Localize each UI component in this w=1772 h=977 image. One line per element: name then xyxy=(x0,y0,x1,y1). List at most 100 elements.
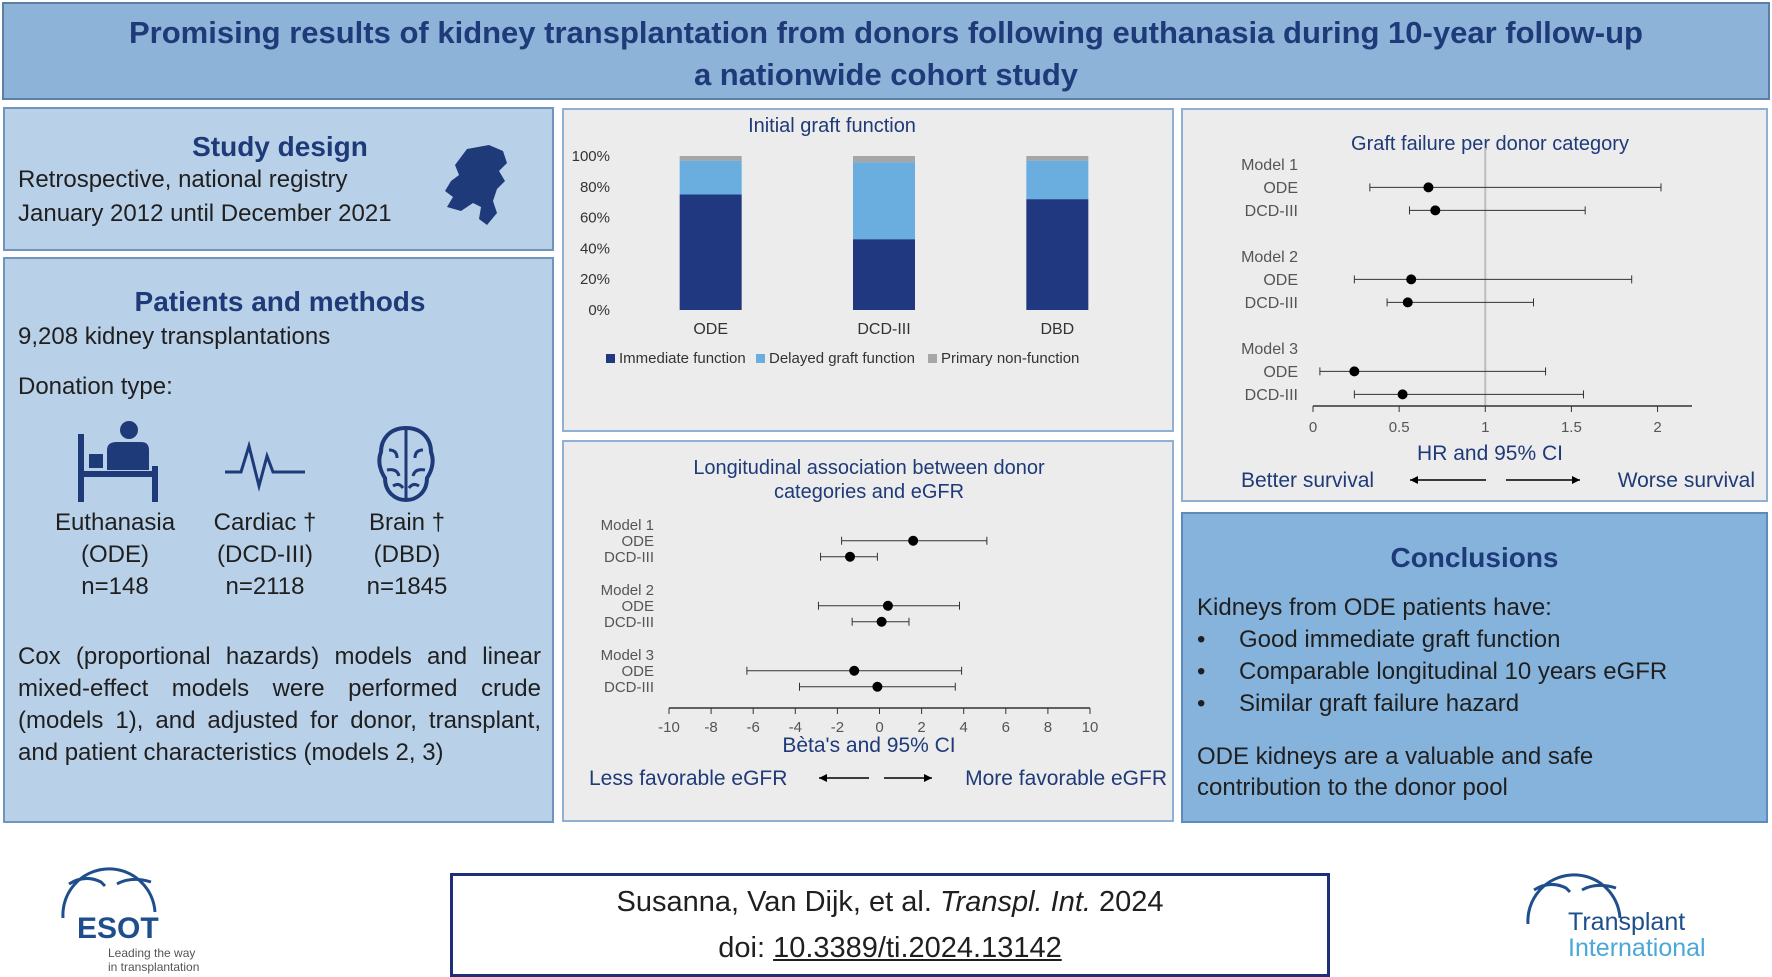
model-label: Model 3 xyxy=(601,647,654,664)
patients-methods-panel: Patients and methods 9,208 kidney transp… xyxy=(3,257,554,823)
direction-left-label: Better survival xyxy=(1241,469,1374,492)
point-estimate xyxy=(1406,274,1417,285)
y-tick-label: 100% xyxy=(572,148,610,165)
esot-tagline-1: Leading the way xyxy=(108,946,196,960)
bar-segment-primary-non-function xyxy=(679,156,742,161)
point-estimate xyxy=(1402,297,1413,308)
donor-name: Cardiac † xyxy=(213,509,317,536)
ti-line-2: International xyxy=(1568,934,1706,962)
chart-title-line-1: Longitudinal association between donor xyxy=(693,457,1045,479)
row-label: DCD-III xyxy=(604,679,654,696)
x-axis-label: Bèta's and 95% CI xyxy=(782,734,955,757)
legend-label: Immediate function xyxy=(619,350,746,367)
donor-name: Brain † xyxy=(368,509,446,536)
citation-box: Susanna, Van Dijk, et al. Transpl. Int. … xyxy=(450,873,1330,977)
x-tick-label: -10 xyxy=(658,719,680,736)
heartbeat-icon xyxy=(225,440,305,492)
y-tick-label: 80% xyxy=(580,179,610,196)
right-arrowhead-icon xyxy=(924,774,932,782)
donor-count: n=1845 xyxy=(366,573,448,600)
study-design-line1: Retrospective, national registry xyxy=(18,166,348,193)
x-tick-label: 1.5 xyxy=(1561,419,1582,436)
citation-year: 2024 xyxy=(1099,886,1164,918)
left-arrowhead-icon xyxy=(819,774,827,782)
y-tick-label: 20% xyxy=(580,271,610,288)
bar-segment-primary-non-function xyxy=(853,156,915,163)
donor-count: n=148 xyxy=(81,573,149,600)
x-axis-label: HR and 95% CI xyxy=(1417,442,1563,465)
patient-bed-icon xyxy=(78,421,158,502)
y-tick-label: 60% xyxy=(580,210,610,227)
legend-swatch xyxy=(606,354,615,363)
model-label: Model 3 xyxy=(1241,341,1298,358)
doi-link[interactable]: 10.3389/ti.2024.13142 xyxy=(773,932,1062,964)
point-estimate xyxy=(876,616,887,627)
row-label: DCD-III xyxy=(1245,295,1298,312)
egfr-forest-plot: Longitudinal association between donorca… xyxy=(589,457,1167,790)
donor-name: Euthanasia xyxy=(54,509,176,536)
x-tick-label: -2 xyxy=(831,719,844,736)
title-line-2: a nationwide cohort study xyxy=(693,57,1079,92)
donor-abbr: (DCD-III) xyxy=(217,541,313,568)
citation-journal: Transpl. Int. xyxy=(939,886,1091,918)
x-tick-label: 10 xyxy=(1082,719,1099,736)
bar-segment-immediate-function xyxy=(853,239,915,310)
patients-methods-title: Patients and methods xyxy=(134,286,426,317)
chart-title-line-2: categories and eGFR xyxy=(774,481,964,503)
x-tick-label: 1 xyxy=(1481,419,1489,436)
citation-line: Susanna, Van Dijk, et al. Transpl. Int. … xyxy=(453,879,1327,925)
point-estimate xyxy=(908,535,919,546)
study-design-title: Study design xyxy=(192,131,368,162)
doi-line: doi: 10.3389/ti.2024.13142 xyxy=(453,925,1327,971)
x-tick-label: -6 xyxy=(747,719,760,736)
conclusions-title: Conclusions xyxy=(1390,542,1559,573)
citation-authors: Susanna, Van Dijk, et al. xyxy=(616,886,932,918)
model-label: Model 1 xyxy=(1241,157,1298,174)
x-tick-label: 0.5 xyxy=(1389,419,1410,436)
x-tick-label: -4 xyxy=(789,719,802,736)
poster-title: Promising results of kidney transplantat… xyxy=(2,2,1770,100)
conclusion-bullet: • Similar graft failure hazard xyxy=(1197,690,1520,717)
donor-euthanasia: Euthanasia (ODE) n=148 xyxy=(35,507,195,603)
direction-left-label: Less favorable eGFR xyxy=(589,767,787,790)
esot-tagline-2: in transplantation xyxy=(108,960,200,974)
point-estimate xyxy=(1430,205,1441,216)
donor-brain: Brain † (DBD) n=1845 xyxy=(327,507,487,603)
point-estimate xyxy=(1423,182,1434,193)
chart-title: Graft failure per donor category xyxy=(1351,133,1629,155)
right-arrowhead-icon xyxy=(1572,476,1580,484)
donor-abbr: (ODE) xyxy=(81,541,149,568)
doi-label: doi: xyxy=(718,932,766,964)
x-tick-label: 8 xyxy=(1044,719,1052,736)
conclusions-closing: ODE kidneys are a valuable and safe cont… xyxy=(1197,743,1594,801)
x-category-label: ODE xyxy=(693,321,728,338)
netherlands-map-icon xyxy=(445,145,507,225)
row-label: ODE xyxy=(621,533,654,550)
point-estimate xyxy=(1397,389,1408,400)
model-label: Model 2 xyxy=(601,582,654,599)
legend-label: Primary non-function xyxy=(941,350,1079,367)
x-tick-label: 4 xyxy=(960,719,968,736)
x-category-label: DCD-III xyxy=(857,321,910,338)
initial-graft-function-panel: Initial graft function 0% 20% 40% 60% 80% 100%… xyxy=(562,108,1174,432)
row-label: ODE xyxy=(1263,364,1298,381)
legend-swatch xyxy=(928,354,937,363)
y-tick-label: 40% xyxy=(580,240,610,257)
bar-segment-delayed-graft-function xyxy=(1026,160,1089,200)
x-tick-label: 0 xyxy=(1309,419,1317,436)
point-estimate xyxy=(872,681,883,692)
donor-count: n=2118 xyxy=(225,573,305,600)
ti-hands-icon xyxy=(1526,873,1622,925)
conclusions-list: • Good immediate graft function • Comparab… xyxy=(1197,626,1667,722)
conclusion-bullet: • Comparable longitudinal 10 years eGFR xyxy=(1197,658,1668,685)
conclusions-panel: Conclusions Kidneys from ODE patients ha… xyxy=(1181,512,1768,823)
esot-hands-icon xyxy=(61,867,157,919)
esot-logo: ESOT Leading the way in transplantation xyxy=(55,852,215,974)
row-label: ODE xyxy=(1263,272,1298,289)
conclusion-bullet: • Good immediate graft function xyxy=(1197,626,1561,653)
row-label: ODE xyxy=(621,663,654,680)
point-estimate xyxy=(882,600,893,611)
row-label: DCD-III xyxy=(1245,387,1298,404)
initial-graft-function-chart: Initial graft function 0% 20% 40% 60% 80% 100%… xyxy=(572,115,1089,367)
transplant-count: 9,208 kidney transplantations xyxy=(18,323,331,350)
